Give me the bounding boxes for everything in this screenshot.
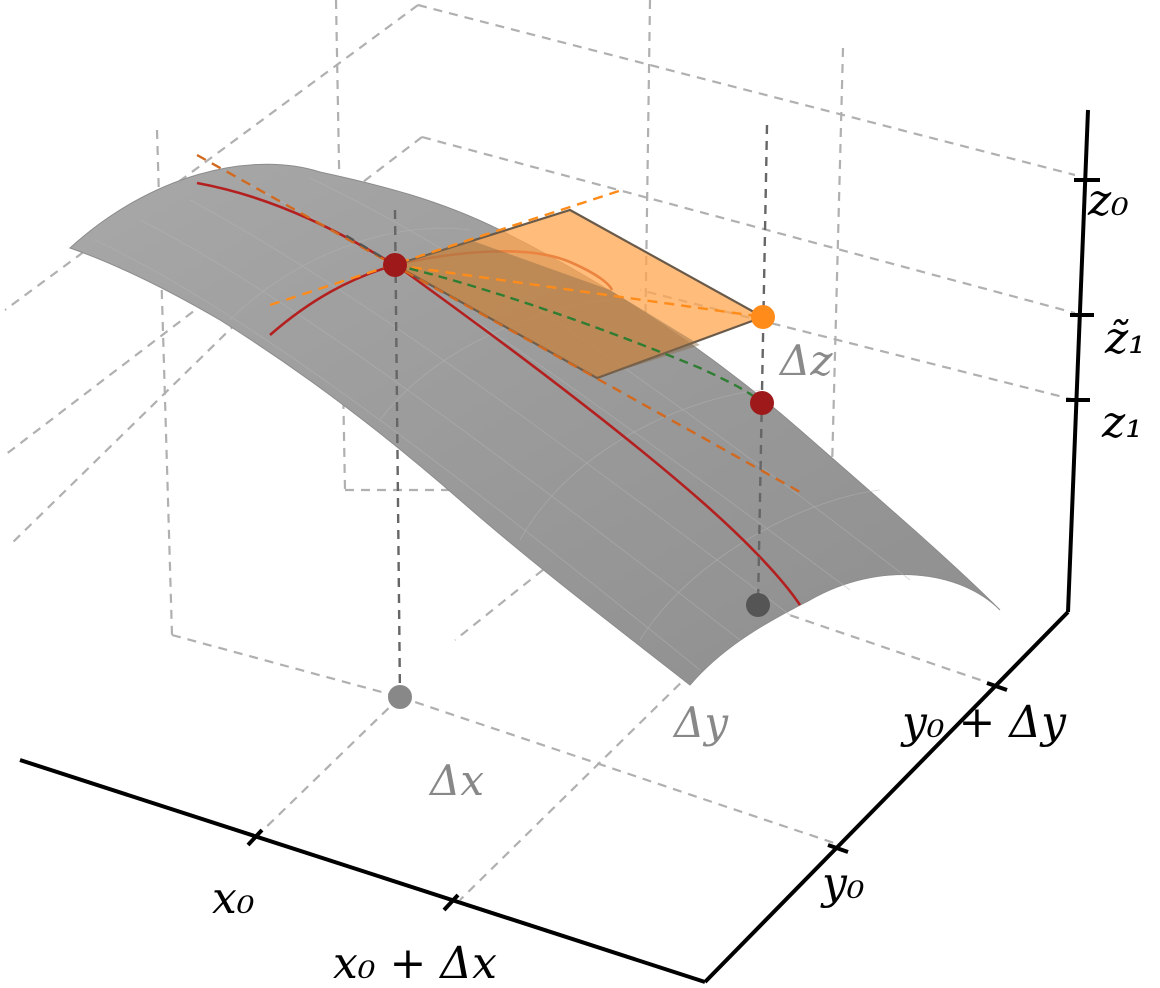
axes [19,109,1100,984]
droplines [344,124,769,698]
y-axis [703,610,1070,984]
projection-point-far [746,593,770,617]
label-z0: z₀ [1087,175,1129,226]
label-y0-plus-dy: y₀ + Δy [900,697,1067,748]
guide-line [257,696,401,836]
label-y0: y₀ [820,858,865,909]
label-delta-x: Δx [428,756,484,805]
z-axis [1066,109,1090,613]
label-z1: z₁ [1101,397,1143,448]
base-point [383,253,407,277]
x-axis [19,758,706,984]
dropline-x0 [393,209,402,698]
guide-line [421,135,1076,315]
tick-x0 [246,828,264,847]
tangent-line-diag [394,263,764,319]
label-x0-plus-dx: x₀ + Δx [333,938,497,988]
tick-y0 [827,843,849,854]
approx-point [751,305,775,329]
dropline-stub [344,233,396,267]
label-x0: x₀ [212,873,255,924]
guide-line [417,3,1076,177]
guide-line [828,47,845,546]
label-z1-tilde: z̃₁ [1104,313,1146,364]
projection-point-near [388,685,412,709]
label-delta-y: Δy [672,698,729,747]
guide-line [759,603,996,687]
guide-line [4,4,419,311]
tick-y1 [986,681,1008,692]
tangent-line-y [269,188,623,307]
guide-line [171,633,401,699]
tangent-lines [196,153,801,494]
label-delta-z: Δz [778,336,833,385]
tick-x1 [442,893,460,912]
guide-line [399,695,841,847]
curve-along-x [196,181,802,606]
tangent-line-x [196,153,801,494]
dropline-x1 [756,124,769,606]
true-point [750,391,774,415]
surface-path [394,263,763,404]
guide-line [9,299,261,546]
